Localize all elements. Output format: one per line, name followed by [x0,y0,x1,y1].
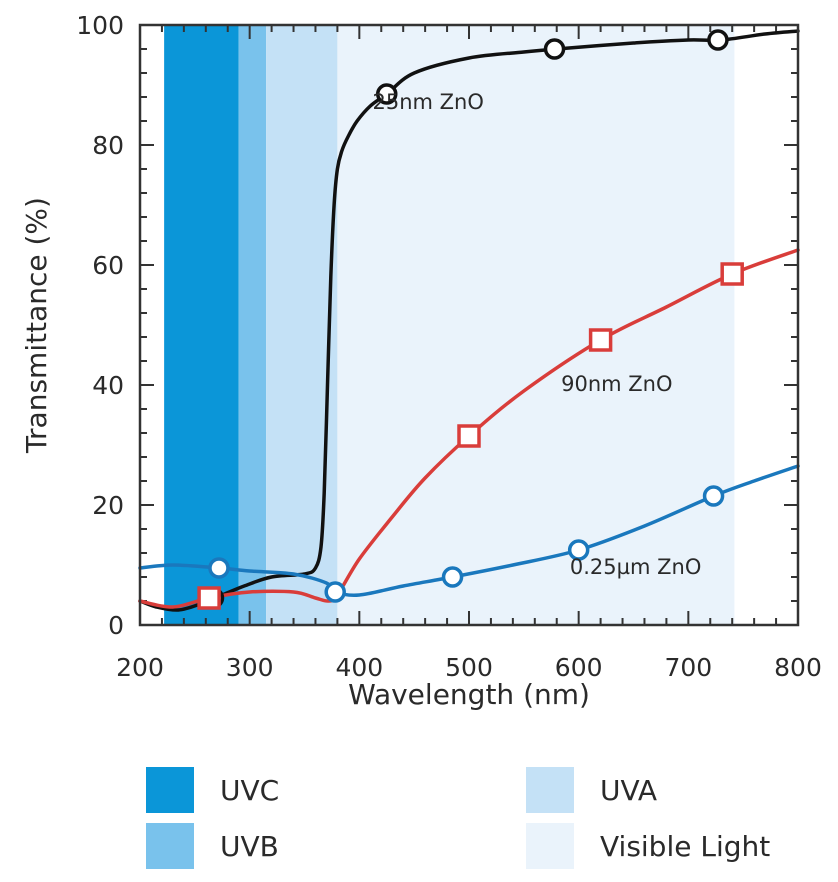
x-tick-label: 800 [774,653,822,682]
y-axis-title: Transmittance (%) [20,197,53,454]
series-line-25nm-zno [138,29,800,612]
marker-90nm-zno [457,424,481,448]
series-lines [138,29,800,612]
x-tick-label: 600 [555,653,603,682]
series-label-0-25-m-zno: 0.25µm ZnO [570,555,701,579]
marker-25nm-zno [543,38,566,60]
series-labels: 25nm ZnO 90nm ZnO 0.25µm ZnO [372,90,701,579]
marker-25nm-zno [707,29,729,51]
x-tick-label: 200 [116,653,164,682]
y-tick-label: 80 [92,131,124,160]
y-tick-label: 60 [92,251,124,280]
y-tick-label: 0 [108,611,124,640]
series-label-90nm-zno: 90nm ZnO [561,372,672,396]
y-tick-label: 40 [92,371,124,400]
marker-90nm-zno [588,328,613,352]
series-line-90nm-zno [138,248,800,609]
marker-90nm-zno [720,262,744,286]
spectral-bands [164,25,735,625]
band-uvc [164,25,239,625]
y-tick-label: 20 [92,491,124,520]
x-tick-label: 700 [664,653,712,682]
tick-labels: 200 300 400 500 600 700 800 0 20 40 60 80 100 [76,11,822,682]
band-uvb [238,25,267,625]
band-uva [266,25,338,625]
marker-0-25-m-zno [441,566,464,588]
marker-0-25-m-zno [702,485,725,507]
marker-90nm-zno [197,586,221,610]
marker-0-25-m-zno [567,539,590,561]
series-label-25nm-zno: 25nm ZnO [372,90,483,114]
x-tick-label: 300 [226,653,274,682]
band-visible-light [337,25,735,625]
marker-0-25-m-zno [324,581,346,603]
plot-frame [138,23,800,627]
x-tick-label: 500 [445,653,493,682]
marker-0-25-m-zno [208,557,230,579]
x-axis-title: Wavelength (nm) [348,678,590,711]
marker-25nm-zno [376,83,398,105]
y-tick-label: 100 [76,11,124,40]
series-line-0-25-m-zno [138,464,800,597]
x-tick-label: 400 [335,653,383,682]
